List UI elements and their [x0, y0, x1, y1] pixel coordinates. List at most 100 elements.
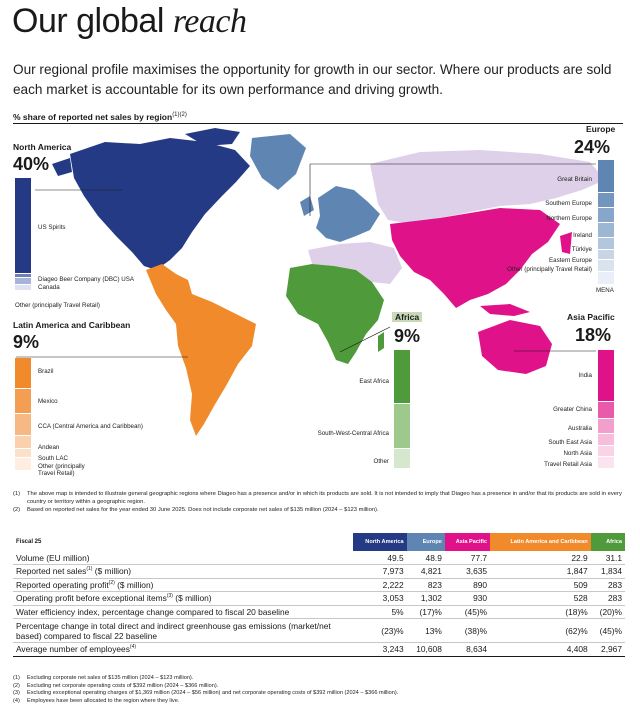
table-footnote-text: Excluding exceptional operating charges …: [27, 690, 399, 697]
region-pct-north-america: 40%: [13, 154, 50, 174]
table-row: Reported operating profit(2) ($ million)…: [13, 578, 625, 592]
row-label-suffix: ($ million): [92, 566, 132, 577]
table-cell: 3,053: [353, 591, 407, 606]
row-label-text: Reported operating profit: [16, 579, 109, 590]
bar-segment: [15, 274, 31, 277]
segment-label-brazil: Brazil: [38, 368, 54, 375]
bar-segment: [598, 402, 614, 418]
table-cell: 5%: [353, 605, 407, 619]
bar-segment: [15, 285, 31, 290]
bar-segment: [15, 389, 31, 413]
map-footnote-text: The above map is intended to illustrate …: [27, 491, 622, 505]
row-label-ref: (2): [108, 579, 115, 586]
row-label-ref: (4): [129, 644, 137, 651]
segment-label-mena: MENA: [596, 287, 614, 294]
table-cell: (38)%: [444, 618, 491, 643]
table-cell: 509: [490, 578, 591, 592]
region-pct-latin-america: 9%: [13, 332, 40, 352]
bar-segment: [598, 446, 614, 456]
column-header-north-america: North America: [353, 533, 407, 551]
table-cell: 1,834: [590, 564, 625, 579]
table-cell: 823: [406, 578, 445, 592]
table-header-row: Fiscal 25 North America Europe Asia Paci…: [13, 533, 625, 551]
bar-segment: [598, 208, 614, 222]
segment-label-ireland: Ireland: [573, 232, 592, 239]
segment-label-greater-china: Greater China: [553, 406, 592, 413]
table-cell: 4,408: [490, 642, 591, 657]
table-footnote-ref: (4): [13, 697, 20, 704]
row-label: Operating profit before exceptional item…: [13, 591, 353, 606]
region-bar-asia-pacific: [598, 350, 614, 468]
table-cell: 3,243: [353, 642, 407, 657]
region-pct-europe: 24%: [574, 137, 611, 157]
region-pct-africa: 9%: [394, 326, 421, 346]
bar-segment: [598, 223, 614, 237]
map-subheading-text: % share of reported net sales by region: [13, 112, 173, 122]
bar-segment: [394, 449, 410, 468]
region-name-africa-text: Africa: [392, 312, 423, 322]
bar-segment: [15, 436, 31, 448]
region-shape-greenland: [250, 134, 306, 190]
bar-segment: [15, 358, 31, 388]
region-bar-north-america: [15, 178, 31, 290]
bar-segment: [15, 178, 31, 273]
row-label-text: Reported net sales: [16, 566, 87, 577]
region-name-africa: Africa: [392, 312, 423, 322]
page-title: Our global reach: [12, 2, 247, 41]
table-cell: 77.7: [444, 551, 491, 565]
table-cell: (45)%: [590, 618, 625, 643]
table-row: Average number of employees(4) 3,243 10,…: [13, 642, 625, 657]
bar-segment: [598, 434, 614, 445]
fiscal-table: Fiscal 25 North America Europe Asia Paci…: [13, 533, 625, 657]
region-shape-mena: [308, 242, 402, 284]
region-shape-northern-asia: [370, 150, 605, 224]
title-italic: reach: [172, 3, 247, 40]
table-cell: 8,634: [444, 642, 491, 657]
map-footnote-ref: (1): [13, 491, 21, 497]
row-label: Percentage change in total direct and in…: [13, 618, 353, 643]
region-name-latin-america: Latin America and Caribbean: [13, 320, 131, 330]
bar-segment: [15, 414, 31, 435]
region-bar-europe: [598, 160, 614, 284]
row-label-ref: (1): [86, 566, 93, 573]
segment-label-eu-other: Other (principally Travel Retail): [507, 266, 592, 273]
row-label-text: Water efficiency index, percentage chang…: [16, 606, 290, 617]
table-footnote-ref: (3): [13, 690, 20, 697]
bar-segment: [598, 160, 614, 192]
table-cell: 1,847: [490, 564, 591, 579]
table-cell: (17)%: [406, 605, 445, 619]
bar-segment: [15, 449, 31, 457]
leader-africa: [339, 326, 391, 353]
region-shape-madagascar: [378, 332, 384, 352]
bar-segment: [598, 457, 614, 468]
row-label: Reported operating profit(2) ($ million): [13, 578, 353, 592]
segment-label-great-britain: Great Britain: [557, 176, 592, 183]
table-cell: 4,821: [406, 564, 445, 579]
region-shape-se-asia-islands: [480, 232, 572, 316]
bar-segment: [598, 250, 614, 259]
segment-label-andean: Andean: [38, 444, 60, 451]
column-header-europe: Europe: [406, 533, 445, 551]
bar-segment: [15, 458, 31, 470]
column-header-latin-america: Latin America and Caribbean: [490, 533, 591, 551]
segment-label-africa-other: Other: [373, 458, 389, 465]
table-cell: (62)%: [490, 618, 591, 643]
segment-label-canada: Canada: [38, 284, 60, 291]
region-name-europe: Europe: [586, 124, 616, 134]
segment-label-travel-retail-asia: Travel Retail Asia: [544, 461, 592, 468]
table-cell: 2,222: [353, 578, 407, 592]
bar-segment: [394, 350, 410, 403]
title-main: Our global: [12, 2, 164, 40]
region-bar-africa: [394, 350, 410, 468]
segment-label-us-spirits: US Spirits: [38, 224, 66, 231]
table-cell: 10,608: [406, 642, 445, 657]
row-label: Volume (EU million): [13, 551, 353, 565]
segment-label-eastern-europe: Eastern Europe: [549, 257, 592, 264]
table-footnote: (4) Employees have been allocated to the …: [13, 698, 625, 706]
table-cell: 283: [590, 578, 625, 592]
table-corner: Fiscal 25: [13, 533, 353, 551]
table-footnotes: (1) Excluding corporate net sales of $135…: [13, 675, 625, 705]
table-footnote-ref: (2): [13, 682, 20, 689]
table-cell: 22.9: [490, 551, 591, 565]
table-row: Water efficiency index, percentage chang…: [13, 605, 625, 619]
